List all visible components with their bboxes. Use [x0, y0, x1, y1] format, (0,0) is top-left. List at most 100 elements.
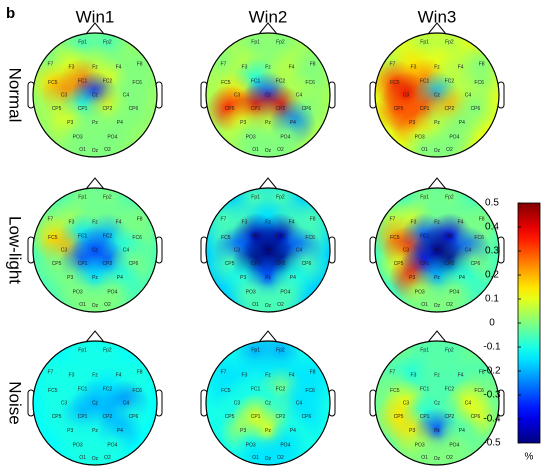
electrode-label: F8 [310, 216, 316, 222]
colorbar-tick-label: 0.1 [485, 294, 499, 305]
electrode-label: F7 [47, 369, 53, 375]
electrode-label: PO4 [449, 134, 459, 140]
electrode-label: PO3 [415, 289, 425, 295]
electrode-label: CP1 [420, 414, 430, 420]
electrode-label: O1 [421, 147, 428, 153]
electrode-label: O1 [79, 302, 86, 308]
electrode-label: FC5 [390, 388, 400, 394]
colorbar-tick-label: 0.2 [485, 270, 499, 281]
electrode-label: PO4 [280, 134, 290, 140]
electrode-label: CP2 [445, 261, 455, 267]
electrode-label: CP5 [394, 106, 404, 112]
electrode-label: Pz [92, 120, 98, 126]
electrode-label: FC5 [390, 235, 400, 241]
electrode-label: Pz [434, 275, 440, 281]
topomap: Fp1 Fp2 F7 F3 Fz F4 F8 FC5 FC1 FC2 FC6 C3 Cz C4 CP5 CP1… [27, 22, 163, 158]
electrode-label: FC5 [390, 80, 400, 86]
electrode-label: O2 [277, 302, 284, 308]
electrode-label: FC2 [103, 79, 113, 85]
head-outline [374, 340, 500, 466]
topomap: Fp1 Fp2 F7 F3 Fz F4 F8 FC5 FC1 FC2 FC6 C3 Cz C4 CP5 CP1… [369, 330, 505, 466]
topomap: Fp1 Fp2 F7 F3 Fz F4 F8 FC5 FC1 FC2 FC6 C3 Cz C4 CP5 CP1… [27, 330, 163, 466]
nose [427, 22, 447, 35]
field [33, 33, 157, 157]
topomap: Fp1 Fp2 F7 F3 Fz F4 F8 FC5 FC1 FC2 FC6 C3 Cz C4 CP5 CP1… [200, 22, 336, 158]
electrode-label: Cz [265, 247, 272, 253]
nose [427, 330, 447, 343]
electrode-label: F3 [411, 219, 417, 225]
electrode-label: PO3 [73, 442, 83, 448]
head-outline [205, 187, 331, 313]
electrode-label: F3 [69, 219, 75, 225]
electrode-label: Pz [434, 120, 440, 126]
electrode-label: CP1 [420, 106, 430, 112]
head-outline [32, 32, 158, 158]
electrode-label: F3 [242, 219, 248, 225]
electrode-label: P4 [290, 275, 296, 281]
electrode-label: P3 [409, 275, 415, 281]
electrode-label: FC6 [132, 388, 142, 394]
electrode-label: O2 [104, 147, 111, 153]
electrode-label: C3 [61, 247, 68, 253]
field [33, 188, 157, 312]
electrode-label: Oz [434, 303, 441, 309]
electrode-label: P4 [459, 275, 465, 281]
electrode-label: Fp1 [420, 40, 429, 46]
electrode-label: FC5 [48, 388, 58, 394]
electrode-label: F7 [220, 61, 226, 67]
electrode-label: FC1 [251, 387, 261, 393]
electrode-label: C4 [465, 400, 472, 406]
electrode-label: FC2 [445, 79, 455, 85]
electrode-label: Oz [92, 456, 99, 462]
field-blob [256, 126, 304, 157]
electrode-label: PO4 [449, 289, 459, 295]
electrode-label: CP6 [302, 414, 312, 420]
row-label: Normal [6, 68, 25, 123]
field-blob [425, 434, 473, 465]
electrode-label: CP2 [276, 261, 286, 267]
field-blob [83, 126, 131, 157]
electrode-label: Fp2 [276, 40, 285, 46]
electrode-label: Fp1 [420, 348, 429, 354]
electrode-label: C3 [61, 92, 68, 98]
electrode-label: P4 [117, 275, 123, 281]
electrode-label: PO4 [107, 442, 117, 448]
electrode-label: CP6 [302, 106, 312, 112]
electrode-label: F4 [289, 219, 295, 225]
electrode-label: FC6 [305, 388, 315, 394]
electrode-label: P3 [67, 275, 73, 281]
electrode-label: PO3 [73, 134, 83, 140]
electrode-label: Oz [265, 148, 272, 154]
electrode-label: O1 [79, 455, 86, 461]
electrode-label: CP6 [129, 414, 139, 420]
electrode-label: PO4 [280, 442, 290, 448]
electrode-label: Oz [92, 148, 99, 154]
electrode-label: F3 [411, 64, 417, 70]
electrode-label: CP2 [103, 261, 113, 267]
head-outline [374, 187, 500, 313]
electrode-label: O1 [252, 455, 259, 461]
electrode-label: C4 [296, 92, 303, 98]
head-outline [32, 187, 158, 313]
colorbar-tick-label: -0.2 [483, 366, 501, 377]
electrode-label: CP6 [129, 106, 139, 112]
column-title: Win1 [76, 7, 115, 26]
electrode-label: C3 [403, 92, 410, 98]
nose [258, 330, 278, 343]
electrode-label: FC2 [445, 387, 455, 393]
field [33, 341, 157, 465]
column-title: Win3 [418, 7, 457, 26]
electrode-label: Fp1 [251, 348, 260, 354]
electrode-label: C3 [234, 92, 241, 98]
electrode-label: Cz [434, 400, 441, 406]
electrode-label: Pz [265, 275, 271, 281]
electrode-label: CP2 [276, 414, 286, 420]
electrode-label: FC6 [132, 235, 142, 241]
electrode-label: CP1 [251, 414, 261, 420]
colorbar-tick-label: -0.5 [483, 438, 501, 449]
electrode-label: O1 [421, 302, 428, 308]
electrode-label: O2 [446, 302, 453, 308]
electrode-label: Oz [434, 456, 441, 462]
electrode-label: F4 [458, 372, 464, 378]
